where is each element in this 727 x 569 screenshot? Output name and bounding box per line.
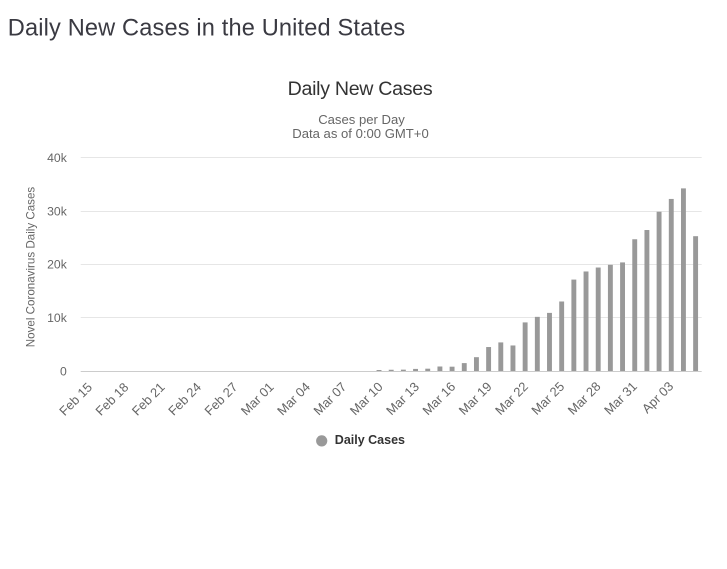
svg-text:40k: 40k (47, 151, 68, 165)
svg-text:20k: 20k (47, 258, 68, 272)
svg-text:Daily Cases: Daily Cases (335, 433, 405, 447)
svg-text:Cases per Day: Cases per Day (318, 112, 405, 127)
svg-text:10k: 10k (47, 311, 68, 325)
svg-text:30k: 30k (47, 204, 68, 218)
svg-text:Daily New Cases: Daily New Cases (288, 78, 433, 100)
svg-text:Daily New Cases in the United: Daily New Cases in the United States (8, 16, 406, 42)
svg-text:Novel Coronavirus Daily Cases: Novel Coronavirus Daily Cases (25, 187, 38, 348)
svg-text:Data as of 0:00 GMT+0: Data as of 0:00 GMT+0 (292, 126, 428, 141)
svg-text:0: 0 (60, 364, 67, 378)
